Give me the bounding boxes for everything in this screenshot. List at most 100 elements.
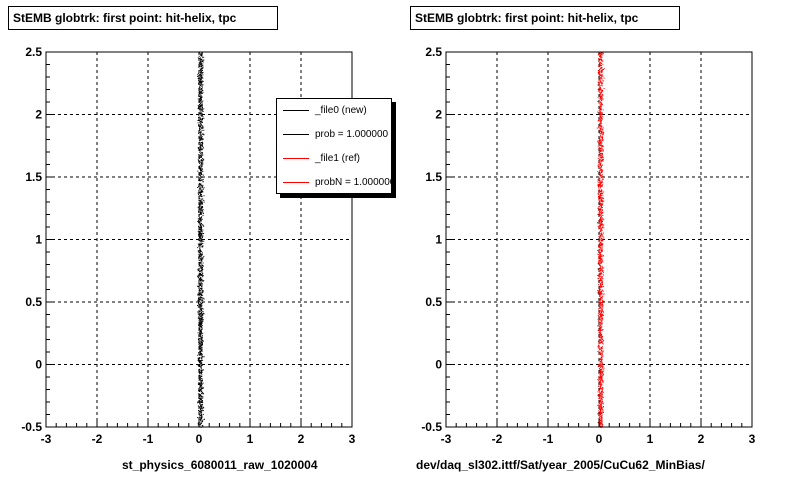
scatter-point — [598, 240, 600, 242]
scatter-point — [601, 314, 603, 316]
scatter-point — [601, 286, 603, 288]
scatter-point — [199, 245, 201, 247]
scatter-point — [597, 290, 599, 292]
scatter-point — [197, 75, 198, 77]
scatter-point — [600, 107, 602, 109]
scatter-point — [201, 105, 203, 107]
scatter-point — [602, 350, 604, 352]
scatter-point — [598, 74, 600, 76]
left-plot-title: StEMB globtrk: first point: hit-helix, t… — [8, 6, 278, 30]
scatter-point — [598, 58, 600, 60]
scatter-point — [200, 123, 202, 125]
scatter-point — [197, 207, 199, 208]
scatter-point — [598, 378, 600, 380]
scatter-point — [203, 129, 205, 131]
scatter-point — [602, 158, 604, 160]
scatter-point — [601, 309, 603, 310]
scatter-point — [601, 244, 603, 246]
scatter-point — [200, 274, 202, 276]
scatter-point — [597, 165, 599, 167]
scatter-point — [601, 74, 603, 76]
scatter-point — [598, 253, 600, 255]
scatter-point — [599, 255, 601, 257]
scatter-point — [602, 400, 603, 402]
scatter-point — [599, 275, 601, 277]
scatter-point — [199, 236, 201, 238]
scatter-point — [601, 181, 603, 183]
scatter-point — [598, 119, 600, 121]
scatter-point — [202, 342, 203, 344]
scatter-point — [601, 280, 603, 281]
scatter-point — [600, 224, 602, 226]
scatter-point — [198, 365, 200, 367]
scatter-point — [598, 173, 600, 175]
scatter-point — [198, 157, 200, 159]
scatter-point — [600, 262, 602, 264]
scatter-point — [200, 143, 202, 145]
scatter-point — [201, 390, 203, 392]
scatter-point — [199, 350, 201, 352]
scatter-point — [602, 178, 604, 180]
scatter-point — [597, 274, 599, 276]
scatter-point — [199, 406, 201, 408]
scatter-point — [599, 113, 601, 115]
scatter-point — [602, 209, 604, 211]
scatter-point — [199, 348, 201, 350]
scatter-point — [199, 278, 201, 280]
scatter-point — [202, 138, 204, 140]
scatter-point — [203, 356, 205, 358]
scatter-point — [599, 339, 601, 341]
y-tick-label: 0 — [435, 358, 442, 372]
scatter-point — [597, 171, 599, 173]
scatter-point — [201, 370, 203, 371]
scatter-point — [600, 102, 602, 104]
scatter-point — [598, 345, 600, 347]
scatter-point — [203, 159, 205, 161]
scatter-point — [603, 267, 605, 269]
scatter-point — [200, 401, 202, 403]
scatter-point — [200, 72, 202, 74]
scatter-point — [599, 332, 601, 334]
scatter-point — [600, 200, 602, 202]
scatter-point — [602, 379, 603, 381]
scatter-point — [599, 286, 600, 288]
scatter-point — [602, 215, 604, 216]
scatter-point — [597, 72, 599, 73]
scatter-point — [599, 326, 601, 328]
scatter-point — [199, 332, 201, 334]
scatter-point — [200, 105, 202, 107]
scatter-point — [199, 212, 201, 214]
scatter-point — [198, 209, 200, 211]
scatter-point — [198, 80, 200, 82]
scatter-point — [600, 310, 602, 312]
scatter-point — [602, 261, 604, 263]
scatter-point — [600, 350, 602, 352]
scatter-point — [200, 75, 201, 77]
scatter-point — [598, 220, 600, 222]
scatter-point — [602, 95, 604, 97]
scatter-point — [600, 372, 602, 374]
scatter-point — [202, 84, 204, 86]
scatter-point — [602, 89, 604, 91]
scatter-point — [202, 409, 204, 411]
scatter-point — [200, 399, 202, 401]
scatter-point — [602, 278, 604, 279]
scatter-point — [202, 272, 204, 274]
scatter-point — [199, 63, 201, 65]
scatter-point — [598, 220, 600, 222]
scatter-point — [598, 320, 599, 322]
scatter-point — [202, 56, 203, 58]
scatter-point — [600, 374, 602, 376]
scatter-point — [601, 377, 603, 379]
scatter-point — [601, 267, 603, 269]
scatter-point — [599, 131, 601, 132]
scatter-point — [600, 53, 602, 55]
scatter-point — [201, 343, 203, 345]
scatter-point — [598, 322, 600, 324]
scatter-point — [201, 271, 203, 273]
scatter-point — [202, 72, 204, 74]
scatter-point — [600, 127, 602, 129]
scatter-point — [599, 77, 601, 79]
scatter-point — [600, 413, 602, 414]
scatter-point — [199, 325, 201, 327]
